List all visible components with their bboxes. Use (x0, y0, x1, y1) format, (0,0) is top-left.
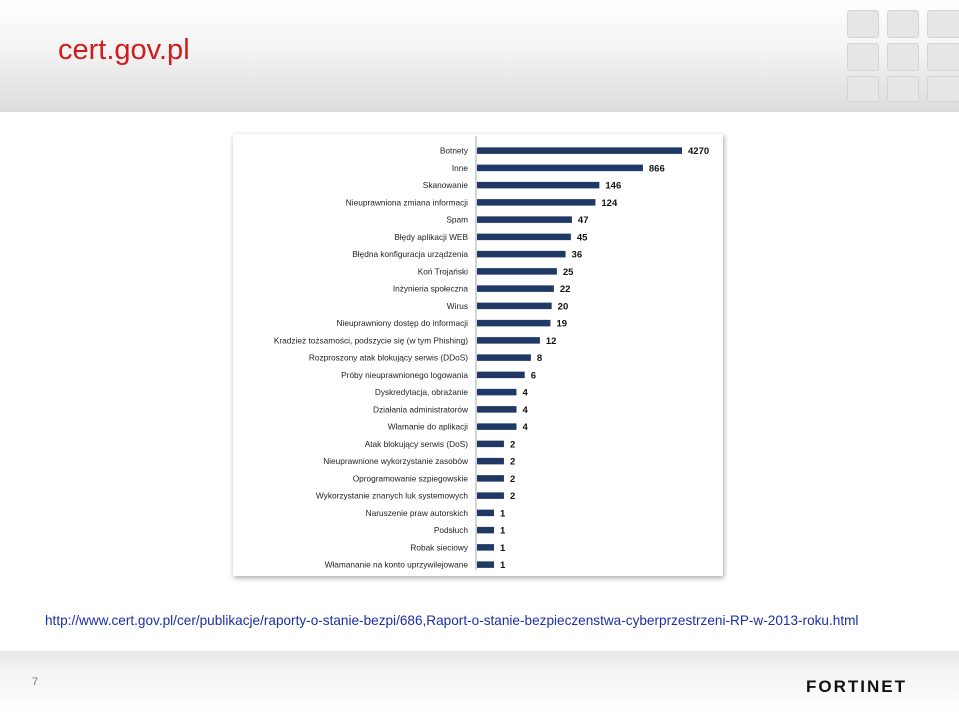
bar (477, 199, 596, 206)
value-label: 6 (531, 370, 536, 381)
bar (477, 371, 525, 379)
value-label: 22 (560, 284, 571, 295)
category-label: Kradzież tożsamości, podszycie się (w ty… (274, 335, 468, 345)
value-label: 4 (522, 422, 528, 433)
bar (477, 457, 504, 465)
category-label: Skanowanie (423, 180, 469, 190)
category-label: Nieuprawnione wykorzystanie zasobów (323, 456, 469, 466)
value-label: 12 (546, 336, 557, 347)
slide-title: cert.gov.pl (58, 34, 190, 66)
bar (477, 319, 551, 327)
bar (477, 233, 571, 241)
bar (477, 509, 494, 517)
category-label: Inżynieria społeczna (393, 284, 469, 294)
bar (477, 388, 517, 396)
fortinet-logo-text: FORTINET (806, 677, 907, 696)
value-label: 20 (558, 301, 569, 312)
fortinet-logo: FORTINET (806, 677, 907, 696)
slide-footer (0, 651, 959, 718)
value-label: 4 (522, 388, 528, 399)
value-label: 1 (500, 543, 506, 554)
bar (477, 285, 554, 292)
bar (477, 544, 494, 551)
category-label: Podsłuch (434, 525, 469, 535)
bar (477, 268, 557, 275)
category-label: Oprogramowanie szpiegowskie (353, 473, 469, 483)
category-label: Włamananie na konto uprzywilejowane (325, 560, 469, 570)
category-label: Dyskredytacja, obrażanie (375, 387, 469, 397)
value-label: 146 (605, 181, 621, 192)
bar (477, 216, 572, 223)
category-label: Wykorzystanie znanych luk systemowych (316, 491, 468, 501)
bar-chart: Botnety 4270 Inne 866 Skanowanie 146 Nieuprawn… (233, 134, 723, 576)
category-label: Koń Trojański (418, 266, 468, 276)
bar (477, 354, 531, 361)
category-label: Robak sieciowy (410, 542, 468, 552)
value-label: 2 (510, 474, 515, 485)
value-label: 866 (649, 163, 665, 174)
category-label: Włamanie do aplikacji (388, 422, 468, 432)
bar (477, 337, 540, 344)
value-label: 2 (510, 439, 515, 450)
value-label: 2 (510, 491, 515, 502)
bar (477, 561, 494, 568)
category-label: Inne (452, 163, 469, 173)
category-label: Atak blokujący serwis (DoS) (365, 439, 469, 449)
value-label: 47 (578, 215, 589, 226)
bar (477, 526, 494, 534)
bar (477, 302, 552, 310)
value-label: 124 (601, 198, 618, 209)
category-label: Rozproszony atak blokujący serwis (DDoS) (309, 353, 468, 363)
value-label: 1 (500, 508, 506, 519)
bar (477, 250, 566, 258)
page-number: 7 (32, 676, 39, 688)
value-label: 2 (510, 457, 515, 468)
value-label: 45 (577, 232, 588, 243)
bar (477, 406, 517, 413)
category-label: Błędy aplikacji WEB (394, 232, 468, 242)
value-label: 36 (572, 250, 583, 261)
bar (477, 440, 504, 448)
category-label: Botnety (440, 146, 469, 156)
decorative-grid-logo (847, 10, 959, 102)
value-label: 4270 (688, 146, 709, 157)
value-label: 8 (537, 353, 542, 364)
category-label: Naruszenie praw autorskich (366, 508, 469, 518)
category-label: Spam (446, 215, 468, 225)
value-label: 1 (500, 526, 506, 537)
bar (477, 181, 600, 189)
slide-header: cert.gov.pl (0, 0, 959, 112)
bar (477, 475, 504, 482)
value-label: 25 (563, 267, 574, 278)
category-label: Nieuprawniona zmiana informacji (346, 197, 468, 207)
category-label: Wirus (447, 301, 468, 311)
bar (477, 492, 504, 499)
category-label: Próby nieuprawnionego logowania (341, 370, 468, 380)
bar (477, 423, 517, 430)
category-label: Nieuprawniony dostęp do informacji (337, 318, 469, 328)
value-label: 1 (500, 560, 506, 571)
value-label: 4 (522, 405, 528, 416)
category-label: Błędna konfiguracja urządzenia (352, 249, 468, 259)
bar (477, 147, 682, 154)
category-label: Działania administratorów (373, 404, 469, 414)
bar (477, 164, 643, 172)
source-link[interactable]: http://www.cert.gov.pl/cer/publikacje/ra… (45, 613, 859, 628)
value-label: 19 (556, 319, 567, 330)
